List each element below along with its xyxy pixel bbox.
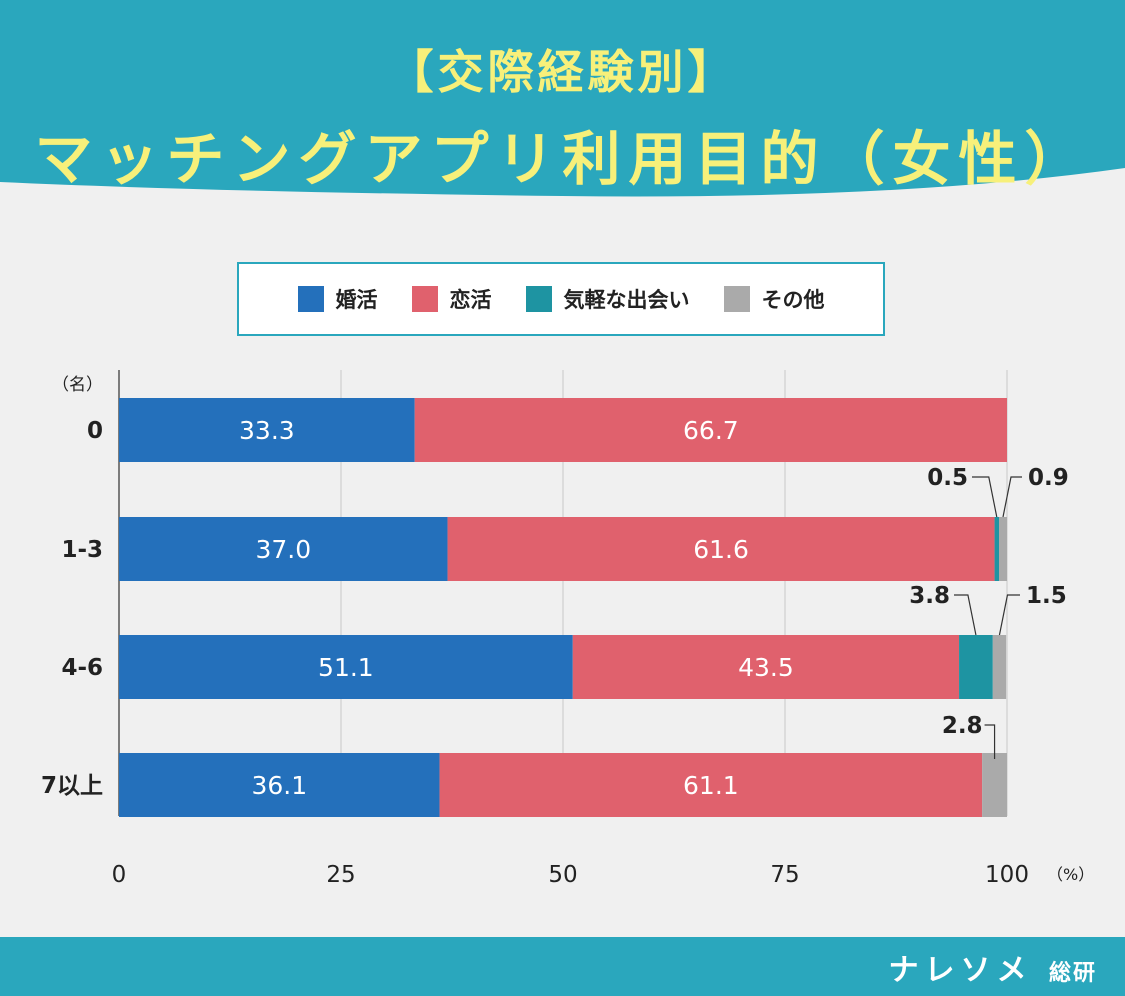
y-unit-label: （名） (52, 375, 103, 395)
legend-swatch (411, 286, 438, 312)
data-label: 1.5 (1026, 583, 1067, 609)
leader-line (954, 594, 977, 636)
legend-label: その他 (761, 288, 825, 312)
legend: 婚活 恋活 気軽な出会い その他 (237, 262, 885, 336)
data-label: 3.8 (909, 583, 950, 609)
footer-bar: ナレソメ 総研 (0, 937, 1125, 996)
legend-label: 恋活 (449, 288, 492, 312)
category-label: 1-3 (61, 537, 103, 563)
legend-item-other: その他 (723, 284, 825, 314)
legend-item-casual: 気軽な出会い (525, 284, 690, 314)
bar-segment (982, 753, 1007, 817)
leader-line (984, 724, 996, 759)
data-label: 43.5 (738, 653, 794, 682)
category-label: 0 (87, 418, 103, 444)
brand-logo: ナレソメ 総研 (889, 945, 1097, 989)
bar-segment (959, 635, 993, 699)
bar-segment (994, 517, 1000, 581)
leader-line (998, 594, 1020, 636)
data-label: 66.7 (683, 416, 739, 445)
chart-title-line1: 【交際経験別】 (387, 45, 738, 99)
data-label: 36.1 (251, 771, 307, 800)
bar-segment (572, 635, 960, 699)
bar-segment (447, 517, 995, 581)
data-label: 2.8 (942, 713, 983, 739)
data-label: 61.6 (693, 535, 749, 564)
header-background (0, 0, 1125, 197)
x-tick-label: 75 (770, 862, 799, 888)
chart-title-line2: マッチングアプリ利用目的（女性） (34, 125, 1091, 193)
category-label: 7以上 (41, 773, 103, 799)
stacked-bar-chart: 0 1-3 4-6 7以上 33.3 66.7 37.0 61.6 51.1 43.5 36.1 61… (41, 370, 1094, 888)
brand-sub: 総研 (1048, 961, 1097, 986)
category-label: 4-6 (61, 655, 103, 681)
legend-label: 婚活 (335, 288, 378, 312)
brand-name: ナレソメ (888, 953, 1033, 988)
x-tick-label: 0 (112, 862, 127, 888)
bar-segment (414, 398, 1008, 462)
legend-swatch (525, 286, 552, 312)
data-label: 33.3 (239, 416, 295, 445)
x-tick-label: 50 (548, 862, 577, 888)
legend-item-renkatsu: 恋活 (411, 284, 492, 314)
legend-swatch (723, 286, 750, 312)
data-label: 0.5 (927, 465, 968, 491)
leader-line (1002, 476, 1022, 518)
legend-item-konkatsu: 婚活 (297, 284, 378, 314)
bar-segment (119, 517, 448, 581)
x-tick-label: 100 (985, 862, 1029, 888)
x-tick-label: 25 (326, 862, 355, 888)
legend-swatch (297, 286, 324, 312)
data-label: 0.9 (1028, 465, 1069, 491)
legend-label: 気軽な出会い (563, 288, 690, 312)
bar-segment (119, 398, 415, 462)
leader-line (972, 476, 998, 518)
bar-segment (992, 635, 1007, 699)
x-unit-label: （%） (1047, 865, 1094, 884)
bar-segment (119, 753, 440, 817)
data-label: 51.1 (318, 653, 374, 682)
data-label: 37.0 (255, 535, 311, 564)
data-label: 61.1 (683, 771, 739, 800)
header-banner: 【交際経験別】 マッチングアプリ利用目的（女性） (0, 0, 1125, 200)
bar-segment (999, 517, 1007, 581)
bar-segment (439, 753, 983, 817)
bar-segment (119, 635, 573, 699)
